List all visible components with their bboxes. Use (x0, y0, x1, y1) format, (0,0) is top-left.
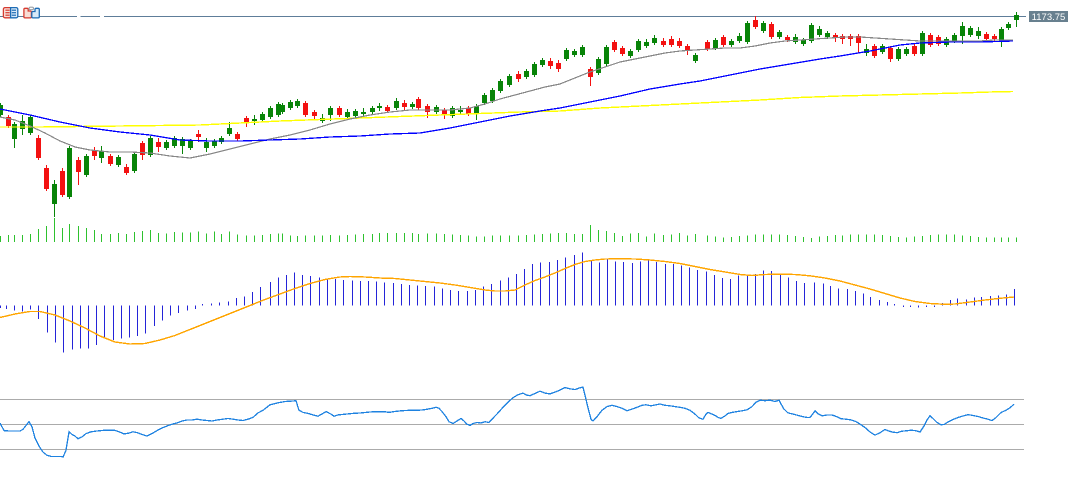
svg-text:1173.75: 1173.75 (1032, 12, 1066, 23)
